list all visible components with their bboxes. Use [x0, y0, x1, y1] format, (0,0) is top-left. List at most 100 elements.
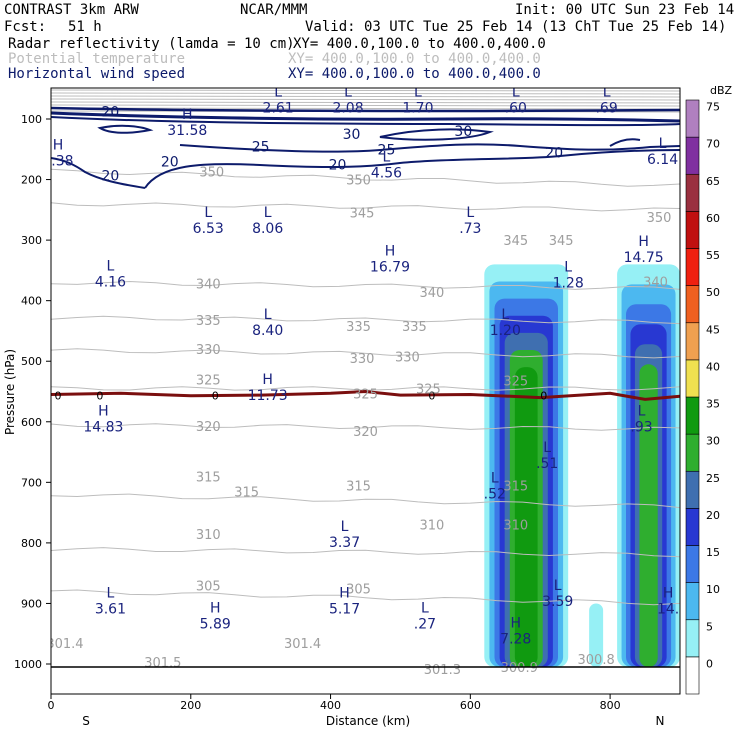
colorbar-label: 30: [706, 435, 720, 448]
theta-label: 305: [196, 579, 221, 594]
theta-label: 340: [419, 286, 444, 301]
freezing-line: 0 0 0 0 0: [51, 390, 680, 403]
theta-label: 310: [419, 519, 444, 534]
wind-label: 20: [329, 157, 347, 173]
y-tick-label: 500: [21, 355, 42, 368]
extremum-mark: L: [344, 85, 352, 101]
x-tick-label: 800: [600, 699, 621, 712]
extremum-mark: L: [274, 85, 282, 101]
field-name-reflectivity: Radar reflectivity (lamda = 10 cm): [8, 36, 295, 52]
wind-contour-20-top: [51, 106, 680, 113]
colorbar-swatch: [685, 359, 700, 398]
theta-label: 345: [350, 206, 375, 221]
x-end-label-south: S: [82, 714, 90, 728]
theta-label: 325: [196, 373, 221, 388]
extremum-mark: L: [106, 585, 114, 601]
extremum-value: .52: [484, 486, 506, 502]
forecast-label: Fcst:: [4, 19, 46, 35]
colorbar-swatch: [685, 470, 700, 509]
freezing-label: 0: [428, 390, 435, 403]
y-tick-label: 900: [21, 597, 42, 610]
extremum-value: 2.08: [332, 101, 363, 117]
extremum-mark: L: [491, 470, 499, 486]
colorbar-label: 60: [706, 212, 720, 225]
theta-label: 335: [346, 320, 371, 335]
x-tick-label: 400: [320, 699, 341, 712]
colorbar-label: 55: [706, 249, 720, 262]
wind-label: 30: [343, 127, 361, 143]
wind-label: 20: [545, 145, 563, 161]
field-xy-wind: XY= 400.0,100.0 to 400.0,400.0: [288, 66, 541, 82]
reflectivity-columns: [484, 264, 680, 668]
y-tick-label: 100: [21, 113, 42, 126]
theta-label: 315: [503, 479, 528, 494]
colorbar-label: 20: [706, 509, 720, 522]
extremum-value: 16.79: [370, 259, 410, 275]
theta-label: 345: [503, 234, 528, 249]
extremum-value: 1.20: [490, 323, 521, 339]
wind-contour-25: [179, 143, 680, 153]
extremum-value: .60: [505, 101, 527, 117]
extremum-mark: L: [106, 258, 114, 274]
field-name-wind: Horizontal wind speed: [8, 66, 185, 82]
wind-contour-20-left: [51, 157, 146, 189]
theta-label: 350: [199, 166, 224, 181]
wind-contour-30a: [51, 111, 680, 123]
wind-contour-30c: [379, 128, 494, 141]
y-tick-label: 300: [21, 234, 42, 247]
extremum-value: .51: [536, 456, 558, 472]
colorbar-swatch: [685, 285, 700, 324]
theta-label: 330: [395, 350, 420, 365]
theta-label: 350: [647, 211, 672, 226]
extremum-mark: H: [98, 404, 109, 420]
colorbar-swatch: [685, 545, 700, 583]
extremum-value: 3.61: [95, 601, 126, 617]
extremum-value: .27: [414, 617, 436, 633]
theta-contour-335: [51, 315, 680, 325]
extremum-mark: L: [564, 260, 572, 276]
theta-contour-upper: [51, 101, 680, 104]
theta-contours: [51, 89, 680, 606]
x-tick-label: 200: [180, 699, 201, 712]
theta-contour-320: [51, 423, 680, 431]
extremum-mark: L: [421, 601, 429, 617]
extremum-value: 6.53: [193, 221, 224, 237]
colorbar-label: 65: [706, 175, 720, 188]
extremum-value: 7.28: [500, 632, 531, 648]
colorbar-label: 75: [706, 101, 720, 114]
colorbar-swatch: [685, 619, 700, 658]
init-time: Init: 00 UTC Sun 23 Feb 14: [515, 2, 734, 18]
theta-label: 301.4: [284, 637, 321, 652]
extremum-mark: H: [510, 616, 521, 632]
theta-contour-330: [51, 348, 680, 359]
theta-label: 330: [350, 352, 375, 367]
theta-label: 350: [346, 174, 371, 189]
theta-contour-upper: [51, 95, 680, 98]
wind-contour-20-lower: [144, 149, 680, 189]
extremum-mark: L: [264, 205, 272, 221]
extremum-value: 4.56: [371, 165, 402, 181]
extremum-mark: H: [262, 372, 273, 388]
x-axis-label: Distance (km): [326, 714, 410, 728]
extremum-value: 14.83: [83, 420, 123, 436]
theta-contour-315: [51, 493, 680, 509]
extremum-value: .93: [630, 420, 652, 436]
y-tick-label: 200: [21, 174, 42, 187]
colorbar-label: 0: [706, 657, 713, 670]
theta-contour-upper: [51, 98, 680, 101]
wind-label: 20: [161, 154, 179, 170]
colorbar-label: 50: [706, 286, 720, 299]
colorbar-label: 40: [706, 360, 720, 373]
extremum-mark: L: [512, 85, 520, 101]
reflectivity-band-1-35: [514, 367, 538, 668]
theta-label: 320: [196, 420, 221, 435]
freezing-label: 0: [96, 390, 103, 403]
extremum-value: 14.75: [624, 250, 664, 266]
theta-label: 335: [402, 320, 427, 335]
wind-label: 30: [454, 124, 472, 140]
theta-label: 320: [353, 425, 378, 440]
theta-contour-upper: [51, 107, 680, 110]
forecast-hours: 51 h: [68, 19, 102, 35]
